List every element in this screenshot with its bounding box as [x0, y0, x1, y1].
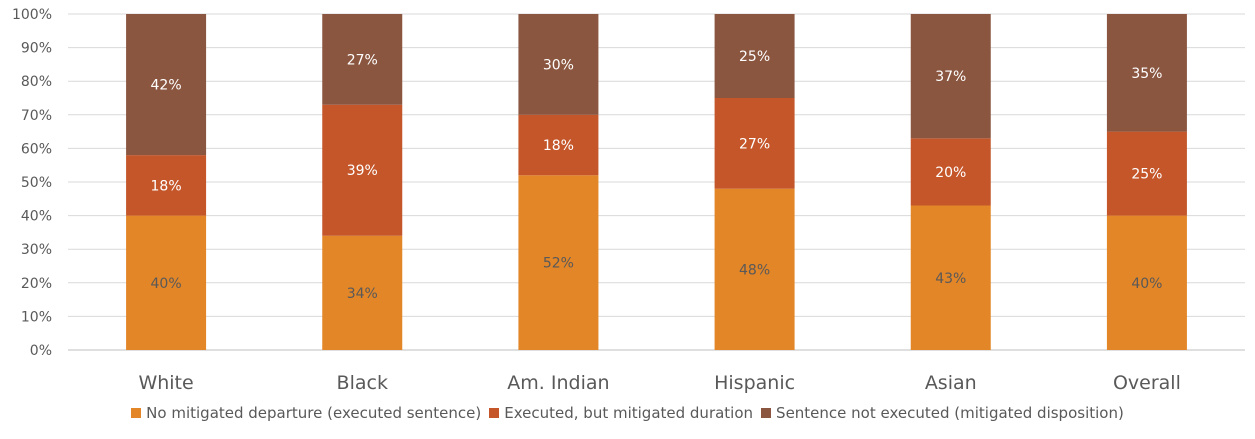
- bar-segment: [322, 235, 403, 350]
- legend-label-series-2: Executed, but mitigated duration: [504, 404, 754, 422]
- bar-segment: [910, 138, 991, 206]
- data-label: 34%: [347, 286, 378, 302]
- data-label: 30%: [543, 57, 574, 73]
- bar-segment: [910, 14, 991, 139]
- legend-swatch-series-1: [131, 408, 142, 418]
- legend-label-series-1: No mitigated departure (executed sentenc…: [146, 404, 482, 422]
- y-tick-label: 70%: [21, 108, 52, 124]
- data-label: 25%: [1131, 167, 1162, 183]
- data-label: 18%: [543, 138, 574, 154]
- data-label: 27%: [739, 136, 770, 152]
- data-label: 20%: [935, 165, 966, 181]
- y-tick-label: 0%: [30, 343, 52, 359]
- data-label: 25%: [739, 49, 770, 65]
- bar-segment: [1106, 131, 1187, 216]
- x-tick-label: Am. Indian: [507, 372, 609, 394]
- legend: No mitigated departure (executed sentenc…: [0, 404, 1255, 422]
- legend-item-mitigated-duration: Executed, but mitigated duration: [489, 404, 753, 422]
- data-label: 27%: [347, 52, 378, 68]
- bar-segment: [518, 175, 599, 350]
- bar-segment: [1106, 14, 1187, 132]
- bar-segment: [910, 205, 991, 350]
- data-label: 39%: [347, 163, 378, 179]
- y-tick-label: 20%: [21, 276, 52, 292]
- y-tick-label: 60%: [21, 141, 52, 157]
- data-label: 18%: [151, 178, 182, 194]
- y-tick-label: 100%: [12, 7, 52, 23]
- data-label: 42%: [151, 78, 182, 94]
- bar-segment: [714, 98, 795, 189]
- data-label: 43%: [935, 271, 966, 287]
- bar-segment: [322, 104, 403, 236]
- legend-swatch-series-2: [489, 408, 500, 418]
- y-tick-label: 40%: [21, 209, 52, 225]
- stacked-bar-chart: 0% 10% 20% 30% 40% 50% 60% 70% 80% 90% 100% 40% 18% 4…: [12, 7, 1245, 394]
- data-label: 37%: [935, 69, 966, 85]
- bar-segment: [322, 14, 403, 105]
- legend-item-not-executed: Sentence not executed (mitigated disposi…: [761, 404, 1124, 422]
- y-tick-label: 30%: [21, 242, 52, 258]
- bar-segment: [126, 155, 207, 216]
- bar-segment: [518, 14, 599, 115]
- y-tick-label: 50%: [21, 175, 52, 191]
- bar-segment: [126, 215, 207, 350]
- bar-segment: [126, 14, 207, 156]
- x-tick-label: Asian: [925, 372, 977, 394]
- y-tick-label: 80%: [21, 74, 52, 90]
- bar-segment: [1106, 215, 1187, 350]
- x-tick-label: Overall: [1113, 372, 1181, 394]
- x-tick-label: Black: [337, 372, 388, 394]
- legend-swatch-series-3: [761, 408, 772, 418]
- bar-segment: [518, 114, 599, 176]
- x-tick-label: White: [138, 372, 193, 394]
- data-label: 40%: [151, 276, 182, 292]
- x-tick-label: Hispanic: [714, 372, 795, 394]
- y-tick-label: 10%: [21, 309, 52, 325]
- bar-segment: [714, 188, 795, 350]
- y-tick-label: 90%: [21, 41, 52, 57]
- legend-label-series-3: Sentence not executed (mitigated disposi…: [776, 404, 1124, 422]
- bar-segment: [714, 14, 795, 98]
- data-label: 52%: [543, 256, 574, 272]
- data-label: 40%: [1131, 276, 1162, 292]
- data-label: 35%: [1131, 66, 1162, 82]
- legend-item-no-mitigated-departure: No mitigated departure (executed sentenc…: [131, 404, 481, 422]
- data-label: 48%: [739, 262, 770, 278]
